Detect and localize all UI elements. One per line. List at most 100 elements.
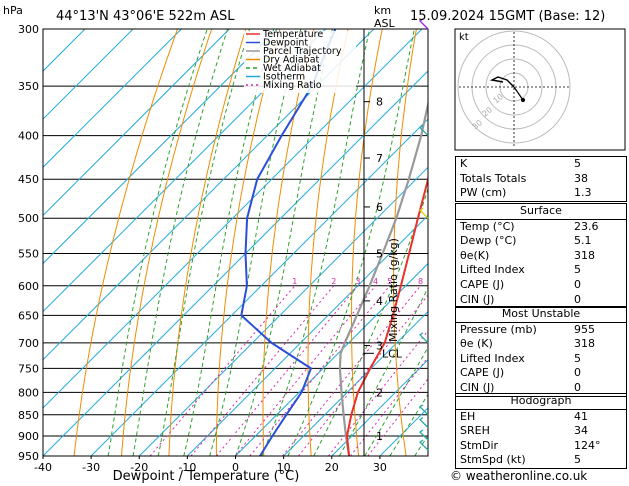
mixing-ratio-label-2: 2 — [331, 277, 336, 286]
wind-barb-5 — [418, 417, 429, 429]
km-tick-5: 5 — [376, 248, 383, 261]
location-title: 44°13'N 43°06'E 522m ASL — [56, 9, 235, 24]
parcel-trajectory-line — [338, 99, 428, 456]
surface-thetae-row: θe(K) 318 — [460, 248, 595, 262]
mu-pressure-row: Pressure (mb) 955 — [460, 322, 595, 336]
wet-adiabat-35 — [389, 393, 428, 456]
surface-cin-row: CIN (J) 0 — [460, 292, 581, 306]
pressure-tick-700: 700 — [18, 337, 39, 350]
wind-barb-0 — [418, 18, 429, 30]
mixing-ratio-line-5 — [249, 285, 391, 456]
dry-adiabat-50 — [434, 29, 453, 456]
km-tick-8: 8 — [376, 96, 383, 109]
isotherm--90 — [43, 29, 230, 217]
mixing-ratio-label-4: 4 — [373, 277, 378, 286]
km-tick-1: 1 — [376, 430, 383, 443]
mixing-ratio-label-1: 1 — [292, 277, 297, 286]
mixing-ratio-line-15 — [328, 329, 428, 456]
dry-adiabat--10 — [168, 29, 247, 456]
wet-adiabat-15 — [287, 29, 415, 456]
pressure-tick-550: 550 — [18, 248, 39, 261]
storm-motion-vector — [513, 86, 524, 101]
mixing-ratio-label-3: 3 — [355, 277, 360, 286]
mixing-ratio-line-25 — [367, 378, 428, 456]
isotherm-0 — [235, 262, 428, 456]
legend-entry-2: Parcel Trajectory — [263, 46, 342, 57]
dry-adiabat-40 — [393, 29, 417, 456]
surface-temp-row: Temp (°C) 23.6 — [460, 219, 599, 233]
mu-lifted-index-row: Lifted Index 5 — [460, 351, 581, 365]
wet-adiabat-20 — [313, 187, 428, 456]
mixing-ratio-line-2 — [190, 285, 335, 456]
wind-barb-4 — [418, 404, 429, 416]
lcl-label: LCL — [382, 347, 403, 360]
mixing-ratio-line-10 — [298, 294, 428, 456]
dry-adiabat-0 — [215, 29, 281, 456]
isotherm--80 — [43, 29, 278, 265]
temp-tick--30: -30 — [82, 461, 100, 474]
totals-totals-row: Totals Totals 38 — [460, 171, 588, 185]
surface-title: Surface — [456, 204, 626, 220]
mixing-ratio-line-1 — [149, 285, 296, 456]
isotherm--20 — [138, 166, 428, 456]
wet-adiabat--15 — [132, 29, 229, 456]
pressure-tick-650: 650 — [18, 309, 39, 322]
legend-entry-6: Mixing Ratio — [263, 80, 322, 91]
isotherm-10 — [283, 310, 428, 456]
mixing-ratio-axis-title: Mixing Ratio (g/kg) — [387, 238, 400, 342]
mixing-ratio-line-4 — [234, 285, 376, 456]
isotherm--50 — [43, 29, 423, 409]
most-unstable-title: Most Unstable — [456, 307, 626, 323]
mu-cape-row: CAPE (J) 0 — [460, 366, 581, 380]
hodograph-stats-table: Hodograph EH 41 SREH 34 StmDir 124° StmSpd … — [455, 393, 627, 469]
temp-tick--20: -20 — [130, 461, 148, 474]
isotherm--100 — [43, 29, 182, 168]
dry-adiabat--20 — [121, 29, 213, 456]
legend-entry-0: Temperature — [262, 29, 323, 40]
dry-adiabat--30 — [73, 29, 178, 456]
mixing-ratio-label-5: 5 — [387, 277, 392, 286]
km-tick-2: 2 — [376, 386, 383, 399]
wind-barb-2 — [418, 207, 429, 219]
mixing-ratio-line-3 — [216, 285, 359, 456]
stmdir-row: StmDir 124° — [460, 438, 601, 452]
temp-tick-30: 30 — [373, 461, 387, 474]
surface-lifted-index-row: Lifted Index 5 — [460, 263, 581, 277]
storm-motion-marker — [521, 98, 525, 102]
km-tick-4: 4 — [376, 295, 383, 308]
temp-tick--10: -10 — [178, 461, 196, 474]
isotherm--30 — [90, 118, 428, 456]
km-unit-label: km — [374, 4, 391, 17]
pressure-tick-850: 850 — [18, 409, 39, 422]
km-tick-6: 6 — [376, 201, 383, 214]
legend-entry-1: Dewpoint — [263, 38, 308, 49]
pressure-tick-600: 600 — [18, 280, 39, 293]
pw-row: PW (cm) 1.3 — [460, 186, 592, 200]
hodograph-panel: kt 10 20 30 — [454, 28, 626, 151]
temp-tick-10: 10 — [277, 461, 291, 474]
km-tick-3: 3 — [376, 340, 383, 353]
legend-entry-3: Dry Adiabat — [263, 55, 320, 66]
wind-barb-6 — [418, 429, 429, 441]
x-axis-title: Dewpoint / Temperature (°C) — [113, 469, 300, 484]
dry-adiabat-20 — [307, 29, 349, 456]
temperature-line — [345, 173, 428, 456]
legend-entry-5: Isotherm — [263, 72, 305, 83]
isotherm--40 — [43, 70, 428, 456]
hpa-unit-label: hPa — [3, 4, 23, 17]
pressure-tick-750: 750 — [18, 362, 39, 375]
mu-cin-row: CIN (J) 0 — [460, 380, 581, 394]
dry-adiabat-10 — [262, 29, 315, 456]
hodograph-unit: kt — [459, 32, 469, 43]
mixing-ratio-label-8: 8 — [418, 277, 423, 286]
legend-entry-4: Wet Adiabat — [263, 63, 321, 74]
wet-adiabat--20 — [107, 29, 208, 456]
hodograph-ring-40 — [457, 30, 571, 144]
wet-adiabat-30 — [364, 346, 428, 456]
datetime-title: 15.09.2024 15GMT (Base: 12) — [410, 9, 605, 24]
pressure-tick-900: 900 — [18, 430, 39, 443]
isotherm-20 — [331, 359, 428, 456]
